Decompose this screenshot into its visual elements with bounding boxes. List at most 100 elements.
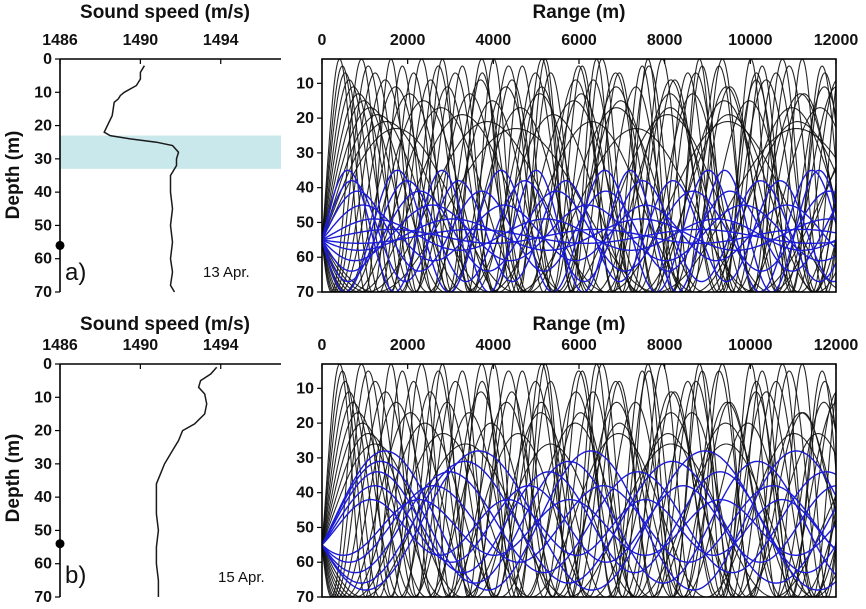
x-tick-label: 6000: [561, 32, 597, 49]
ray-path-reflected: [322, 79, 836, 292]
ray-path-reflected: [322, 380, 836, 597]
panel-label-b: b): [65, 562, 86, 589]
ray-a-plot-area: [321, 58, 837, 293]
profile-b-yticks: 0 10 20 30 40 50 60 70: [34, 356, 60, 606]
ray-path-reflected: [322, 121, 836, 292]
x-tick-label: 10000: [728, 32, 773, 49]
y-tick-label: 50: [34, 522, 52, 539]
high-gradient-band: [60, 135, 281, 169]
x-tick-label: 4000: [476, 337, 512, 354]
ray-plot-frame: [321, 58, 837, 293]
y-tick-label: 20: [34, 423, 52, 440]
ray-path-refracted: [322, 485, 836, 563]
y-tick-label: 30: [296, 145, 314, 162]
ray-path-reflected: [322, 79, 836, 292]
y-tick-label: 40: [296, 485, 314, 502]
y-tick-label: 70: [34, 284, 52, 301]
ray-path-reflected: [322, 107, 836, 292]
ray-path-refracted: [322, 190, 836, 272]
y-tick-label: 10: [296, 380, 314, 397]
x-tick-label: 0: [318, 337, 327, 354]
ray-path-refracted: [322, 180, 836, 283]
profile-b-xticks: 1486 1490 1494: [42, 337, 239, 369]
y-tick-label: 40: [34, 184, 52, 201]
x-tick-label: 0: [318, 32, 327, 49]
ray-paths: [322, 364, 836, 597]
y-tick-label: 0: [43, 356, 52, 373]
y-tick-label: 60: [34, 251, 52, 268]
x-tick-label: 1490: [123, 337, 159, 354]
y-tick-label: 60: [296, 249, 314, 266]
ray-panel-a: Range (m) 0 2000 4000 6000 8000 10000 12000 10…: [296, 2, 858, 301]
x-tick-label: 1486: [42, 32, 78, 49]
profile-a-xlabel: Sound speed (m/s): [80, 2, 250, 23]
ray-path-refracted: [322, 460, 836, 584]
ray-path-reflected: [322, 433, 836, 597]
y-tick-label: 20: [296, 110, 314, 127]
x-tick-label: 8000: [647, 32, 683, 49]
x-tick-label: 12000: [814, 337, 859, 354]
x-tick-label: 1490: [123, 32, 159, 49]
x-tick-label: 1494: [203, 32, 239, 49]
ray-path-refracted: [322, 228, 836, 244]
ray-path-reflected: [322, 370, 836, 597]
x-tick-label: 4000: [476, 32, 512, 49]
x-tick-label: 12000: [814, 32, 859, 49]
y-tick-label: 10: [296, 75, 314, 92]
ray-path-reflected: [322, 412, 836, 597]
y-tick-label: 70: [296, 589, 314, 606]
ray-path-reflected: [322, 100, 836, 292]
profile-a-xticks: 1486 1490 1494: [42, 32, 239, 64]
ray-path-refracted: [322, 204, 836, 262]
profile-b-xlabel: Sound speed (m/s): [80, 314, 250, 335]
ray-path-reflected: [322, 422, 836, 597]
ray-path-refracted: [322, 498, 836, 556]
profile-b-ylabel: Depth (m): [3, 434, 24, 523]
ray-b-xticks: 0 2000 4000 6000 8000 10000 12000: [318, 337, 859, 369]
y-tick-label: 40: [34, 489, 52, 506]
date-label-b: 15 Apr.: [218, 569, 265, 586]
profile-panel-a: Sound speed (m/s) Depth (m) a) 13 Apr. 1…: [3, 2, 281, 301]
source-marker: [55, 240, 65, 250]
ray-path-refracted: [322, 228, 836, 244]
ray-b-plot-area: [321, 363, 837, 598]
x-tick-label: 10000: [728, 337, 773, 354]
profile-panel-b: Sound speed (m/s) Depth (m) b) 15 Apr. 1…: [3, 314, 281, 606]
ray-path-refracted: [322, 460, 836, 584]
x-tick-label: 1494: [203, 337, 239, 354]
panel-label-a: a): [65, 259, 86, 286]
y-tick-label: 70: [34, 589, 52, 606]
ray-path-reflected: [322, 443, 836, 597]
ray-path-reflected: [322, 412, 836, 597]
ray-path-refracted: [322, 218, 836, 251]
ray-a-yticks: 10 20 30 40 50 60 70: [296, 75, 322, 301]
ray-path-reflected: [322, 422, 836, 597]
ray-path-refracted: [322, 450, 836, 591]
y-tick-label: 60: [34, 556, 52, 573]
ray-b-xlabel: Range (m): [533, 314, 626, 335]
y-tick-label: 10: [34, 389, 52, 406]
ray-paths: [322, 59, 836, 292]
profile-b-plot-area: [55, 363, 281, 597]
ray-path-reflected: [322, 114, 836, 292]
ray-path-refracted: [322, 204, 836, 262]
y-tick-label: 20: [296, 415, 314, 432]
y-tick-label: 50: [296, 519, 314, 536]
ray-path-reflected: [322, 107, 836, 292]
ray-b-yticks: 10 20 30 40 50 60 70: [296, 380, 322, 606]
y-tick-label: 50: [34, 217, 52, 234]
y-tick-label: 30: [34, 151, 52, 168]
ray-panel-b: Range (m) 0 2000 4000 6000 8000 10000 12000 10…: [296, 314, 858, 606]
profile-a-ylabel: Depth (m): [3, 131, 24, 220]
x-tick-label: 2000: [390, 337, 426, 354]
ray-a-xlabel: Range (m): [533, 2, 626, 23]
ray-path-refracted: [322, 498, 836, 556]
ray-path-reflected: [322, 65, 836, 292]
x-tick-label: 6000: [561, 337, 597, 354]
date-label-a: 13 Apr.: [203, 264, 250, 281]
profile-a-yticks: 0 10 20 30 40 50 60 70: [34, 51, 60, 301]
ray-path-reflected: [322, 128, 836, 292]
ray-path-reflected: [322, 401, 836, 597]
x-tick-label: 8000: [647, 337, 683, 354]
ray-a-xticks: 0 2000 4000 6000 8000 10000 12000: [318, 32, 859, 64]
